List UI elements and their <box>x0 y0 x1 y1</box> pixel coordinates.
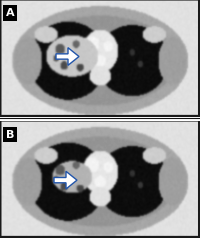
Text: B: B <box>6 130 14 140</box>
FancyArrow shape <box>56 48 79 65</box>
Text: A: A <box>6 8 15 18</box>
FancyArrow shape <box>54 171 77 189</box>
